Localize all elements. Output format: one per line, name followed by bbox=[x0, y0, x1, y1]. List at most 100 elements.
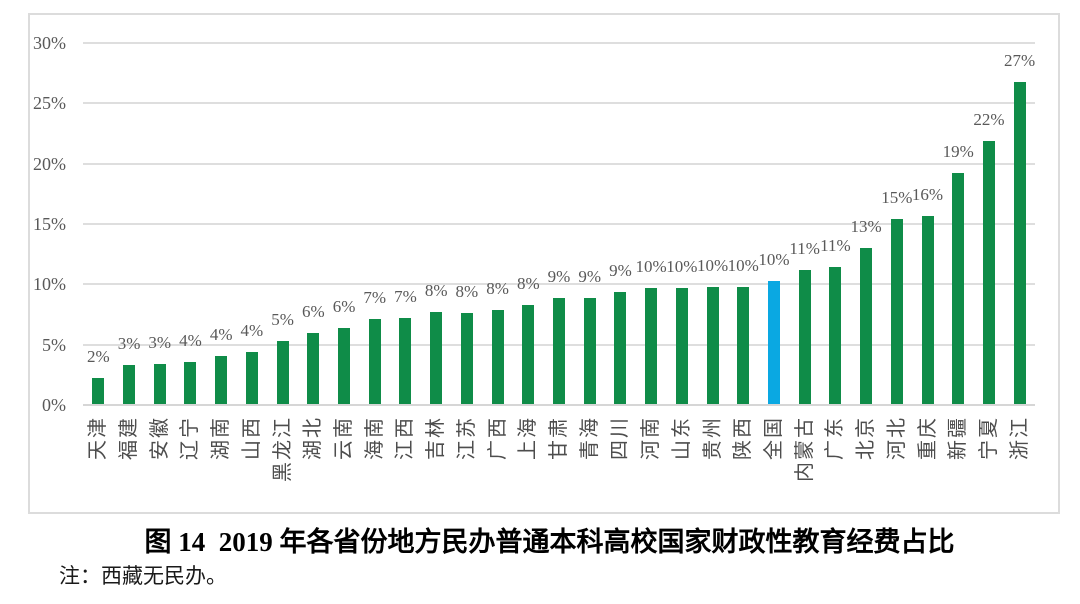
x-axis-category-label-甘肃: 甘肃 bbox=[548, 416, 570, 460]
x-axis-category-label-北京: 北京 bbox=[855, 416, 878, 460]
x-axis-category-label-福建: 福建 bbox=[118, 416, 141, 460]
figure-caption: 图 14 2019 年各省份地方民办普通本科高校国家财政性教育经费占比 bbox=[144, 527, 955, 557]
x-axis-category-label-江苏: 江苏 bbox=[455, 416, 478, 460]
bar-value-label-广西: 8% bbox=[486, 278, 509, 298]
bar-value-label-四川: 9% bbox=[609, 260, 632, 280]
bar-value-label-湖北: 6% bbox=[301, 301, 325, 321]
bar-江苏 bbox=[460, 313, 473, 404]
bar-云南 bbox=[338, 327, 351, 404]
x-axis-category-label-新疆: 新疆 bbox=[947, 416, 970, 460]
x-axis-category-label-宁夏: 宁夏 bbox=[977, 416, 1000, 460]
bar-湖北 bbox=[307, 332, 320, 404]
bar-value-label-山东: 10% bbox=[666, 256, 698, 276]
y-axis-tick-label-0%: 0% bbox=[42, 395, 66, 415]
gridline-15% bbox=[83, 222, 1035, 225]
x-axis-category-label-江西: 江西 bbox=[394, 416, 417, 460]
bar-北京 bbox=[860, 248, 873, 404]
x-axis-category-label-四川: 四川 bbox=[609, 416, 632, 460]
bar-天津 bbox=[92, 378, 105, 404]
bar-value-label-河南: 10% bbox=[635, 256, 667, 276]
x-axis-category-label-河南: 河南 bbox=[640, 416, 663, 460]
gridline-30% bbox=[83, 41, 1035, 44]
bar-value-label-辽宁: 4% bbox=[179, 330, 202, 350]
x-axis-category-label-吉林: 吉林 bbox=[425, 416, 448, 460]
x-axis-category-label-湖北: 湖北 bbox=[302, 416, 325, 460]
bar-浙江 bbox=[1013, 81, 1026, 404]
bar-青海 bbox=[583, 298, 596, 404]
x-axis-line bbox=[83, 404, 1035, 406]
bar-陕西 bbox=[737, 286, 750, 404]
bar-value-label-黑龙江: 5% bbox=[271, 310, 294, 330]
bar-value-label-山西: 4% bbox=[240, 320, 264, 340]
gridline-25% bbox=[83, 102, 1035, 105]
x-axis-category-label-云南: 云南 bbox=[333, 416, 356, 460]
bar-value-label-江苏: 8% bbox=[455, 282, 479, 302]
bar-value-label-重庆: 16% bbox=[911, 184, 944, 204]
x-axis-category-label-河北: 河北 bbox=[885, 416, 908, 460]
bar-value-label-天津: 2% bbox=[87, 347, 110, 367]
y-axis-tick-label-5%: 5% bbox=[42, 334, 66, 355]
bar-value-label-河北: 15% bbox=[881, 188, 913, 208]
bar-广东 bbox=[829, 267, 842, 404]
bar-value-label-贵州: 10% bbox=[696, 255, 729, 275]
bar-value-label-海南: 7% bbox=[363, 288, 387, 308]
bar-value-label-浙江: 27% bbox=[1004, 50, 1036, 70]
bar-新疆 bbox=[952, 173, 965, 404]
x-axis-category-label-陕西: 陕西 bbox=[732, 416, 755, 460]
bar-value-label-全国: 10% bbox=[758, 249, 790, 269]
bar-重庆 bbox=[921, 215, 934, 404]
bar-value-label-北京: 13% bbox=[850, 217, 882, 237]
bar-山西 bbox=[245, 351, 258, 404]
bar-value-label-云南: 6% bbox=[332, 296, 356, 316]
x-axis-category-label-安徽: 安徽 bbox=[148, 416, 171, 460]
bar-value-label-宁夏: 22% bbox=[973, 109, 1005, 129]
bar-辽宁 bbox=[184, 361, 197, 404]
gridline-10% bbox=[83, 283, 1035, 286]
bar-value-label-陕西: 10% bbox=[727, 255, 759, 275]
gridline-20% bbox=[83, 162, 1035, 165]
x-axis-category-label-海南: 海南 bbox=[363, 416, 386, 460]
bar-value-label-湖南: 4% bbox=[209, 324, 233, 344]
x-axis-category-label-山东: 山东 bbox=[670, 416, 693, 460]
bar-吉林 bbox=[430, 312, 443, 404]
bar-安徽 bbox=[153, 363, 166, 404]
bar-内蒙古 bbox=[798, 269, 811, 404]
bar-江西 bbox=[399, 318, 412, 404]
x-axis-category-label-山西: 山西 bbox=[240, 416, 263, 460]
bar-value-label-江西: 7% bbox=[394, 287, 417, 307]
bar-value-label-上海: 8% bbox=[516, 273, 540, 293]
y-axis-tick-label-25%: 25% bbox=[33, 93, 66, 114]
x-axis-category-label-黑龙江: 黑龙江 bbox=[271, 416, 294, 482]
bar-宁夏 bbox=[982, 140, 995, 404]
bar-value-label-安徽: 3% bbox=[148, 332, 172, 352]
x-axis-category-label-重庆: 重庆 bbox=[916, 416, 939, 460]
y-axis-tick-label-10%: 10% bbox=[33, 274, 66, 295]
bar-贵州 bbox=[706, 286, 719, 404]
x-axis-category-label-天津: 天津 bbox=[87, 416, 110, 460]
bar-value-label-内蒙古: 11% bbox=[789, 238, 820, 258]
bar-山东 bbox=[675, 287, 688, 404]
bar-海南 bbox=[368, 319, 381, 404]
chart-area bbox=[28, 13, 1060, 514]
bar-四川 bbox=[614, 291, 627, 404]
bar-全国 bbox=[767, 280, 780, 404]
x-axis-category-label-浙江: 浙江 bbox=[1008, 416, 1031, 460]
x-axis-category-label-广东: 广东 bbox=[824, 416, 847, 460]
bar-河南 bbox=[645, 287, 658, 404]
bar-value-label-广东: 11% bbox=[820, 236, 851, 256]
bar-黑龙江 bbox=[276, 341, 289, 404]
figure-note: 注：西藏无民办。 bbox=[59, 564, 227, 588]
bar-福建 bbox=[123, 365, 136, 404]
x-axis-category-label-辽宁: 辽宁 bbox=[179, 416, 202, 460]
x-axis-category-label-广西: 广西 bbox=[486, 416, 509, 460]
bar-湖南 bbox=[215, 355, 228, 404]
y-axis-tick-label-20%: 20% bbox=[33, 153, 66, 174]
x-axis-category-label-湖南: 湖南 bbox=[210, 416, 233, 460]
y-axis-tick-label-30%: 30% bbox=[33, 32, 66, 53]
bar-甘肃 bbox=[553, 297, 565, 404]
x-axis-category-label-上海: 上海 bbox=[517, 416, 540, 460]
x-axis-category-label-全国: 全国 bbox=[762, 416, 785, 460]
bar-value-label-青海: 9% bbox=[578, 267, 602, 287]
bar-value-label-吉林: 8% bbox=[424, 281, 448, 301]
